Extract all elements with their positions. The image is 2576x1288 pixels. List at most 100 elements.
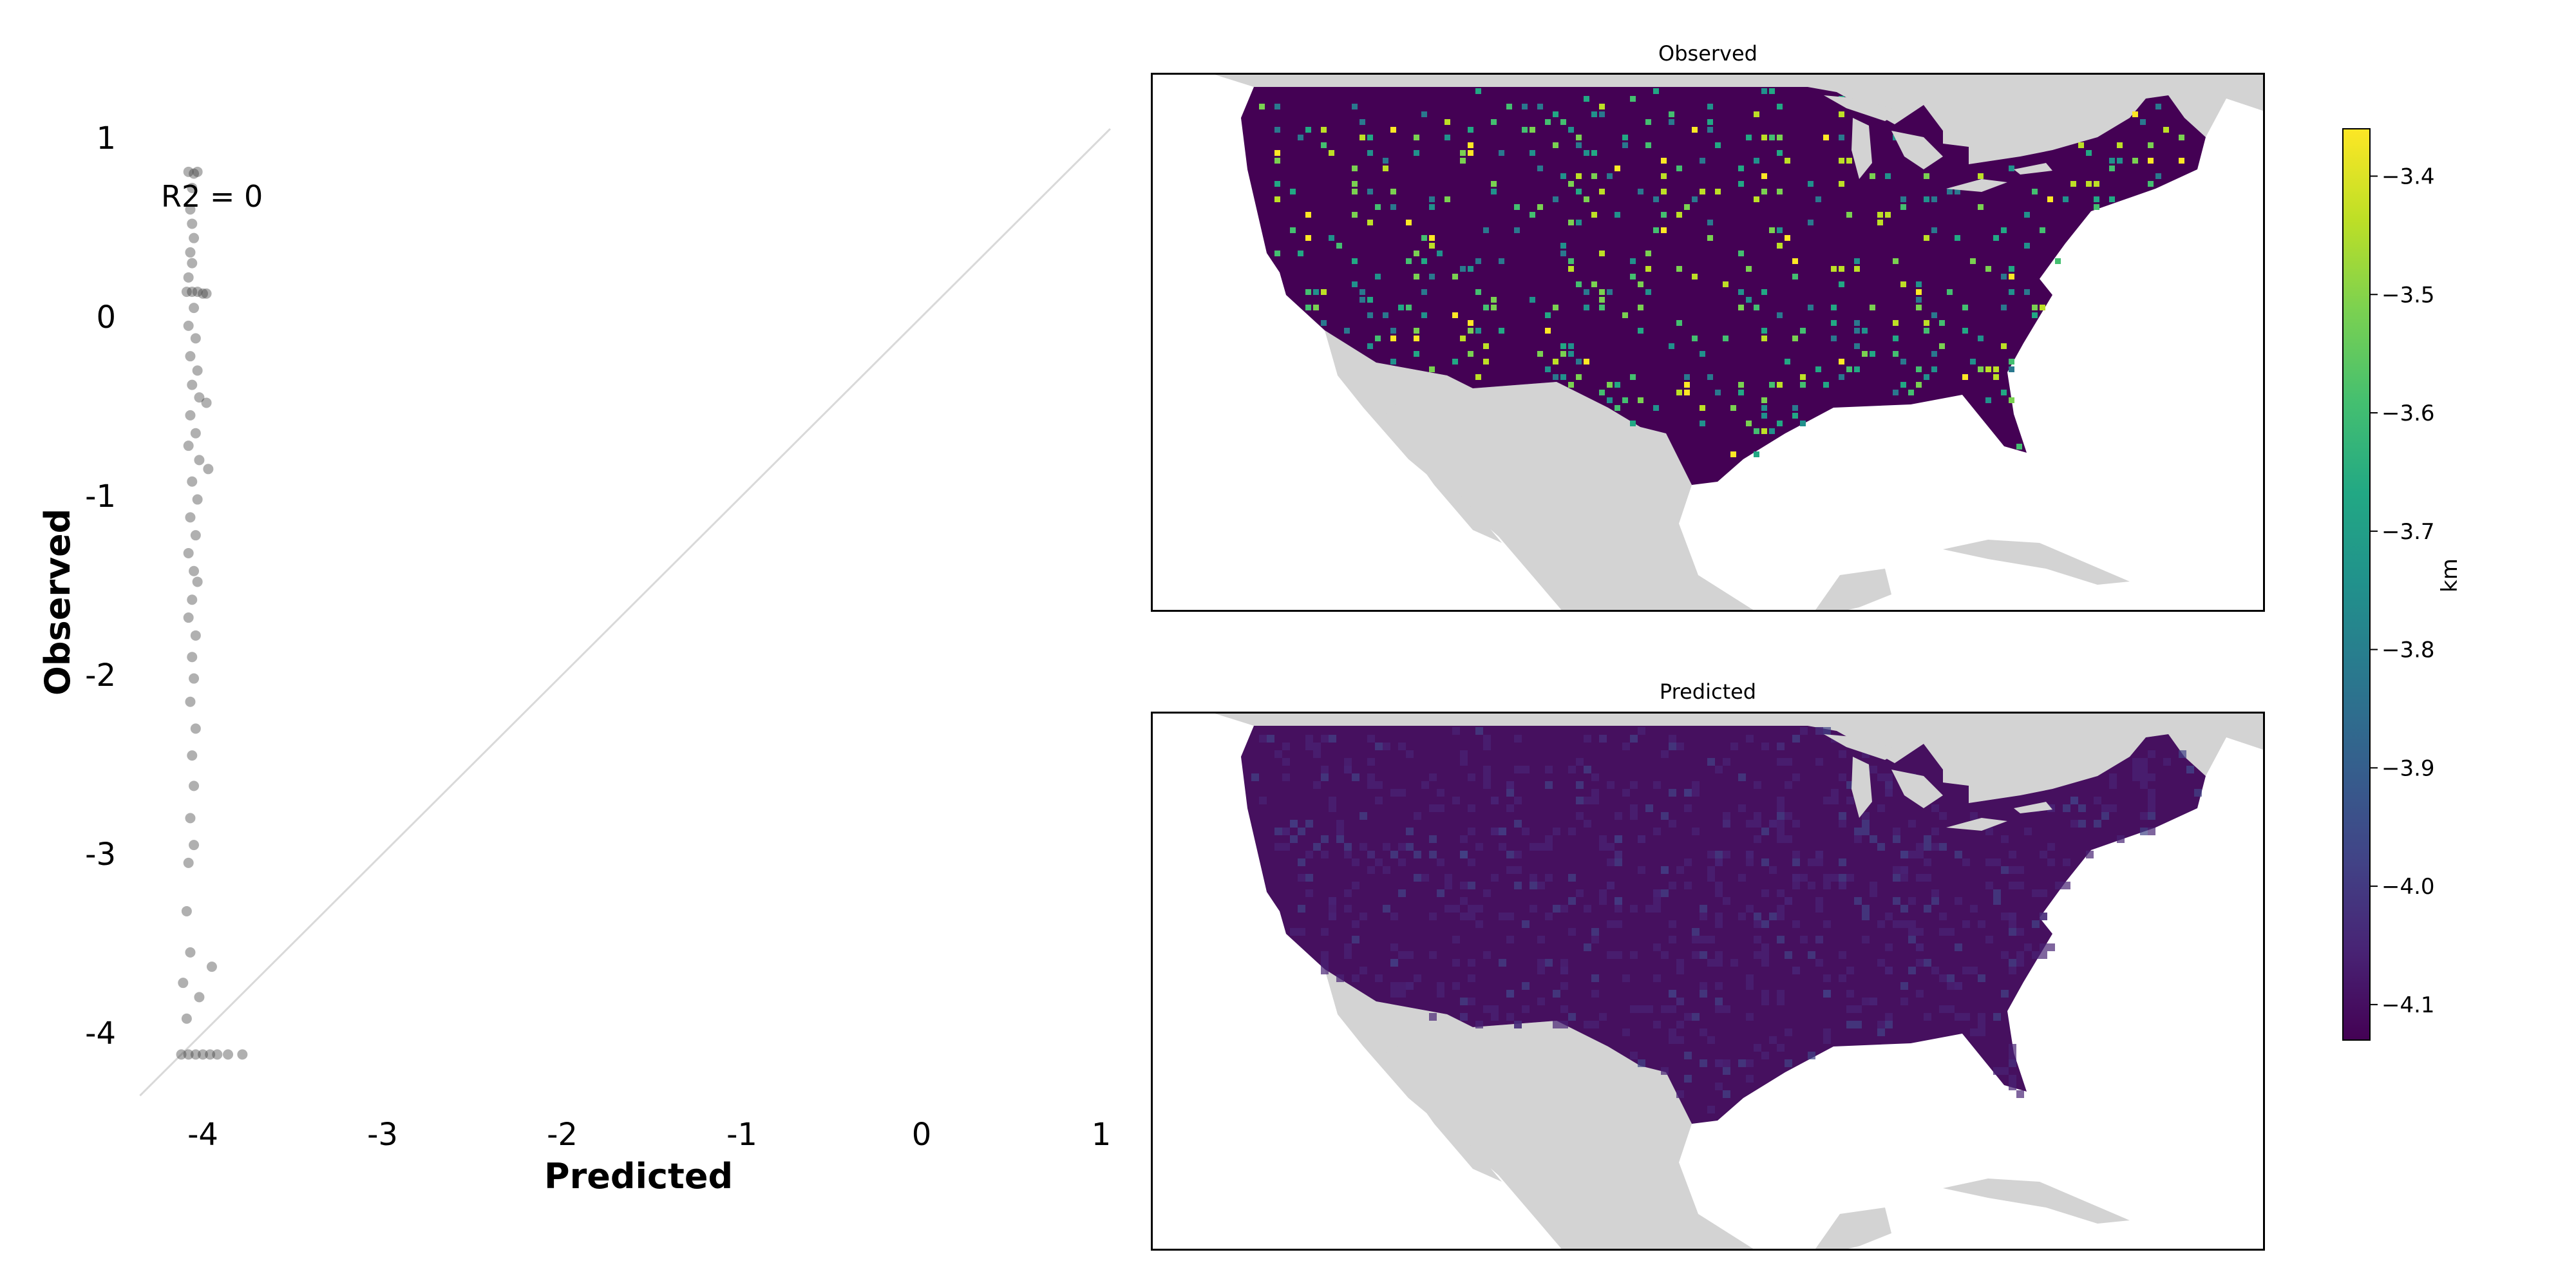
predicted-cell [1823,1028,1831,1036]
observed-cell [1962,374,1968,380]
predicted-cell [1591,990,1599,998]
predicted-cell [1723,1090,1730,1098]
scatter-point [189,840,200,851]
predicted-cell [1630,735,1638,743]
predicted-cell [2094,820,2101,828]
scatter-point [198,288,208,299]
observed-cell [1468,127,1473,133]
observed-cell [1854,343,1860,349]
predicted-cell [1862,905,1870,913]
observed-cell [1638,189,1643,194]
predicted-cell [1398,843,1406,851]
observed-cell [1924,328,1929,334]
predicted-cell [1615,835,1622,843]
observed-cell [1978,336,1984,341]
observed-cell [1352,258,1358,264]
observed-cell [1684,204,1690,210]
predicted-cell [1792,967,1800,974]
predicted-cell [1506,804,1514,812]
predicted-cell [1993,1013,2001,1021]
observed-cell [1421,289,1427,295]
predicted-cell [1576,797,1584,804]
predicted-cell [1970,905,1978,913]
observed-cell [1375,274,1381,279]
predicted-cell [1885,1013,1893,1021]
predicted-cell [1916,990,1924,998]
observed-cell [1676,266,1682,272]
predicted-cell [1429,835,1437,843]
predicted-cell [1630,812,1638,820]
predicted-cell [1645,1005,1653,1013]
predicted-cell [1823,727,1831,735]
predicted-cell [1846,967,1854,974]
predicted-cell [1916,874,1924,882]
scatter-point [194,992,205,1003]
predicted-cell [2109,773,2117,781]
predicted-cell [1429,851,1437,858]
predicted-cell [1359,812,1367,820]
predicted-cell [1452,936,1460,943]
observed-cell [1846,366,1852,372]
predicted-cell [1862,913,1870,920]
predicted-cell [1615,897,1622,905]
observed-cell [1584,359,1589,365]
predicted-cell [1676,1036,1684,1044]
observed-cell [1908,390,1914,395]
observed-cell [1530,127,1535,133]
observed-cell [1298,135,1303,140]
predicted-cell [2009,882,2016,889]
predicted-cell [1684,882,1692,889]
observed-cell [1437,251,1443,256]
observed-cell [1591,111,1597,117]
predicted-cell [1615,951,1622,959]
y-tick-label: -4 [85,1016,116,1052]
scatter-point [212,1049,223,1060]
predicted-cell [1475,905,1483,913]
predicted-cell [1707,1036,1715,1044]
predicted-cell [1715,1005,1723,1013]
observed-cell [1560,374,1566,380]
observed-cell [1692,336,1698,341]
observed-cell [1970,359,1976,365]
baja-landmass [1383,395,1502,543]
observed-cell [1568,266,1574,272]
observed-cell [1924,374,1929,380]
observed-cell [1939,320,1945,326]
predicted-cell [1947,1005,1955,1013]
predicted-cell [1700,905,1707,913]
observed-cell [2179,135,2184,140]
predicted-cell [1475,920,1483,928]
observed-cell [1676,390,1682,395]
observed-cell [1684,382,1690,388]
observed-cell [1893,351,1899,357]
predicted-cell [2009,920,2016,928]
observed-cell [2140,119,2146,125]
predicted-cell [1769,820,1777,828]
scatter-point [187,476,198,487]
predicted-cell [1823,990,1831,998]
observed-cell [1460,150,1466,156]
observed-cell [1669,111,1674,117]
predicted-cell [1839,951,1846,959]
observed-cell [1769,88,1775,94]
observed-cell [1653,88,1659,94]
predicted-cell [1545,913,1553,920]
y-tick-label: -3 [85,837,116,873]
predicted-cell [1282,843,1290,851]
observed-cell [1321,320,1327,326]
observed-cell [1359,297,1365,303]
scatter-point [183,320,194,331]
predicted-cell [1568,1013,1576,1021]
observed-cell [2001,274,2007,279]
observed-cell [1862,351,1868,357]
predicted-cell [1754,1044,1761,1052]
predicted-cell [1653,943,1661,951]
observed-cell [1808,305,1814,310]
observed-cell [1352,181,1358,187]
predicted-cell [1499,913,1506,920]
observed-cell [1530,212,1535,218]
predicted-cell [1321,967,1329,974]
scatter-point [192,365,203,376]
predicted-cell [1723,897,1730,905]
predicted-cell [1336,828,1344,835]
